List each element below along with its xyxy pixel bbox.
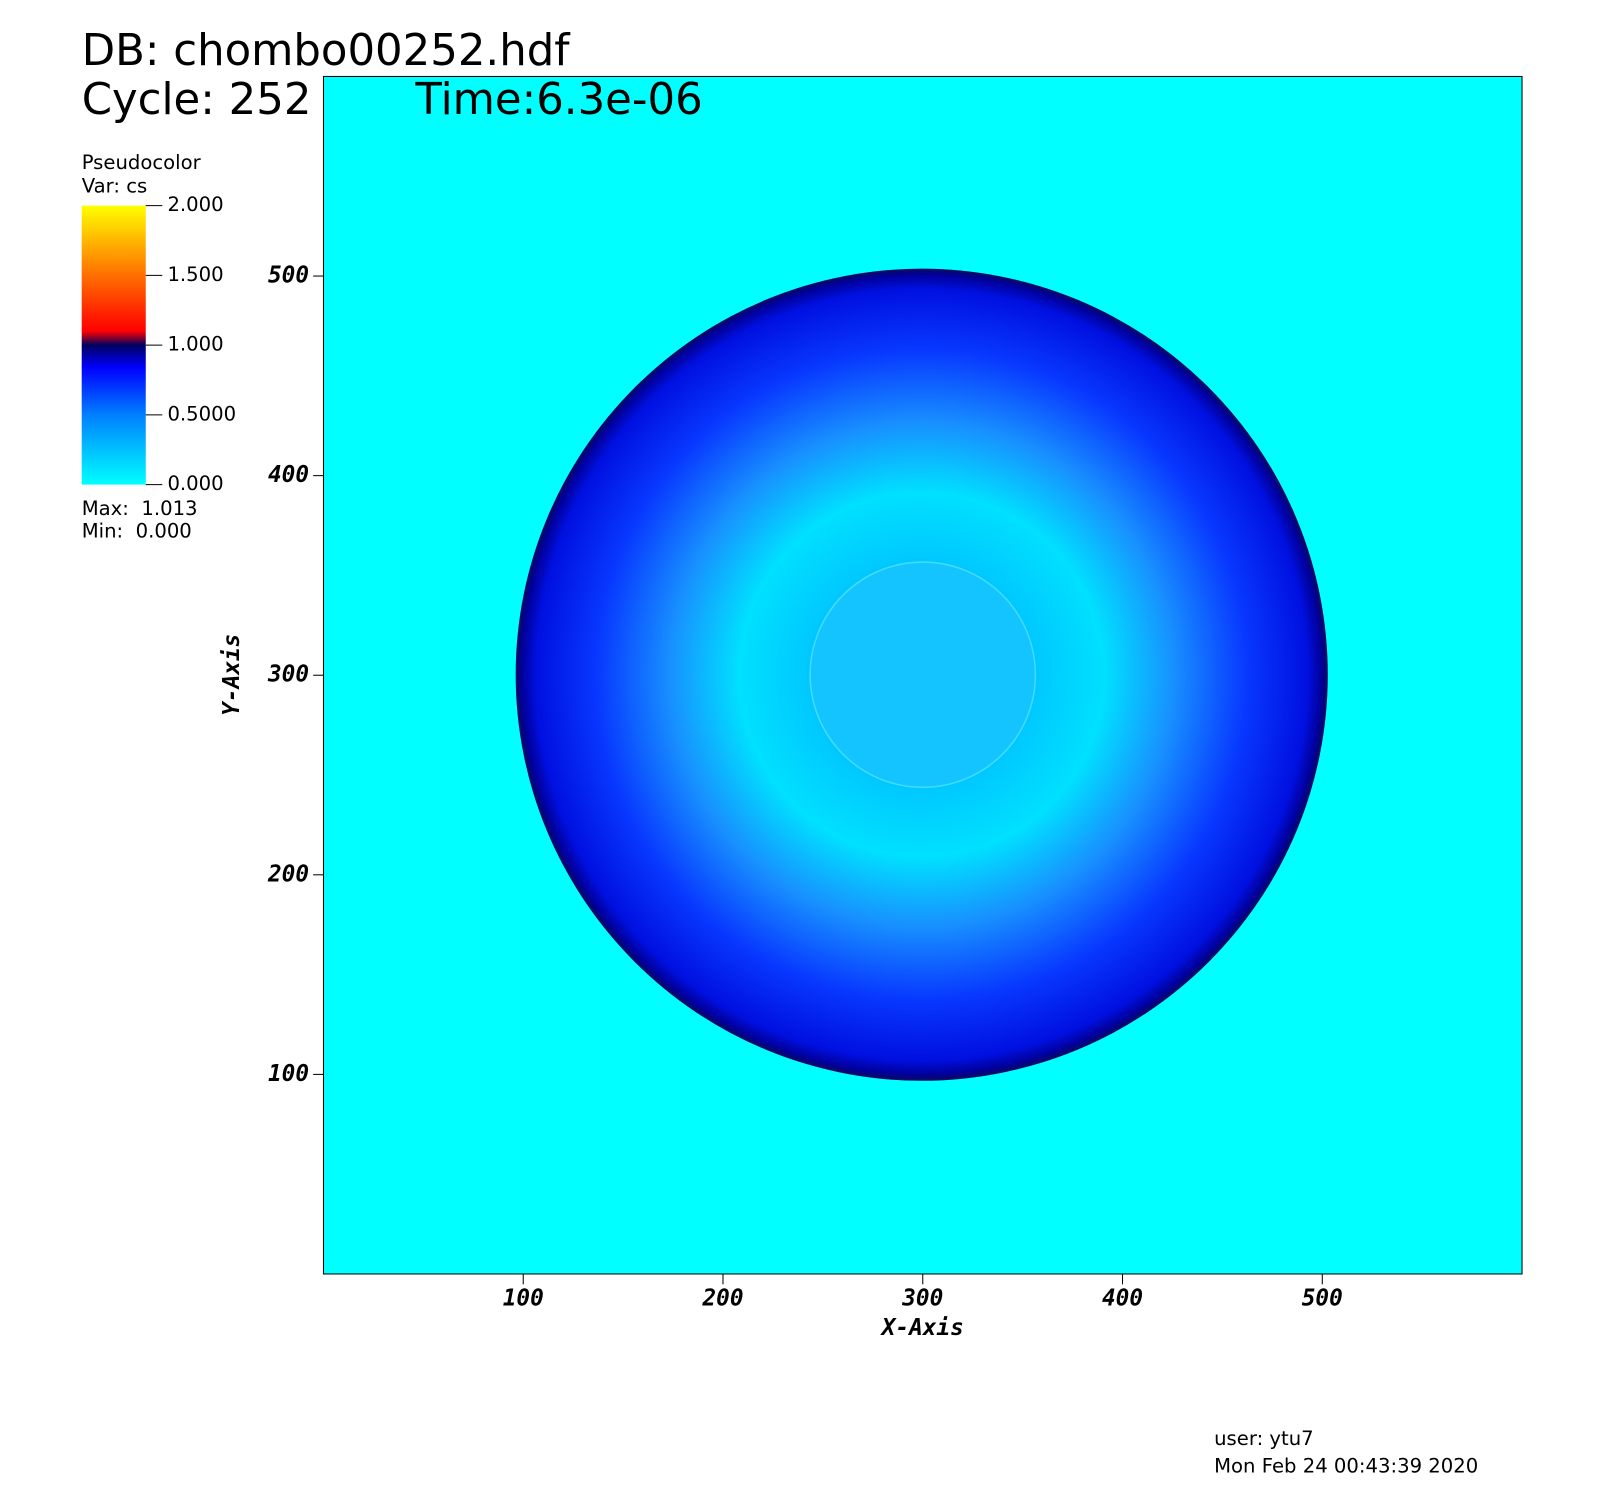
y-tick-label: 300	[267, 662, 309, 688]
colorbar-tick-label: 0.5000	[167, 402, 236, 425]
core	[809, 561, 1037, 789]
colorbar-tick-label: 1.000	[167, 333, 223, 356]
date: Mon Feb 24 00:43:39 2020	[1214, 1455, 1478, 1478]
x-tick-label: 500	[1302, 1285, 1343, 1311]
time: Time:6.3e-06	[414, 75, 702, 125]
user: user: ytu7	[1214, 1427, 1314, 1450]
y-axis-label: Y-Axis	[219, 634, 245, 716]
x-tick-label: 100	[503, 1285, 544, 1311]
y-tick-label: 400	[268, 462, 309, 488]
x-axis-label: X-Axis	[880, 1315, 964, 1341]
title: DB: chombo00252.hdf	[82, 26, 572, 76]
legend-title: Pseudocolor	[82, 151, 202, 174]
x-tick-label: 300	[901, 1285, 943, 1311]
legend-min: Min: 0.000	[82, 520, 192, 543]
legend-max: Max: 1.013	[82, 497, 198, 520]
y-tick-label: 100	[268, 1061, 309, 1087]
y-tick-label: 500	[268, 263, 309, 289]
y-tick-label: 200	[267, 861, 309, 887]
cycle: Cycle: 252	[82, 75, 312, 125]
x-tick-label: 400	[1102, 1285, 1143, 1311]
colorbar	[81, 205, 146, 485]
colorbar-tick-label: 1.500	[167, 263, 223, 286]
x-tick-label: 200	[701, 1285, 743, 1311]
legend-var: Var: cs	[82, 175, 148, 198]
colorbar-tick-label: 2.000	[167, 193, 223, 216]
colorbar-tick-label: 0.000	[167, 472, 223, 495]
